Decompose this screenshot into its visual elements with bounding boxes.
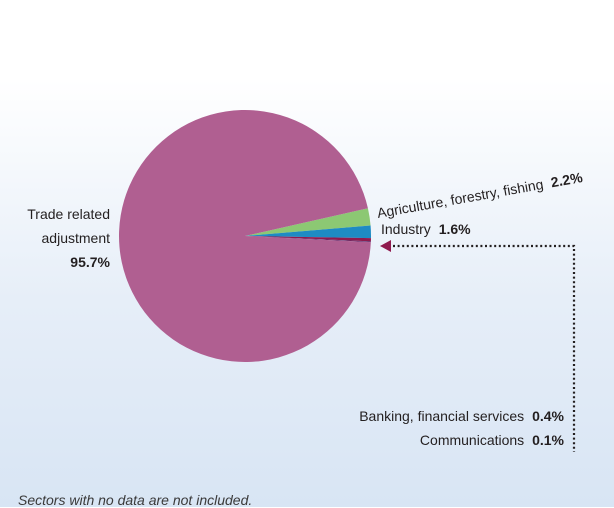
pie-slice-industry — [245, 225, 371, 239]
leader-arrowhead — [380, 240, 391, 252]
pie-slice-trade-related-adjustment — [118, 109, 371, 362]
pie-slices — [118, 109, 371, 362]
label-trade-related-adjustment: Trade related adjustment 95.7% — [27, 206, 110, 270]
label-trade-line-2: adjustment — [42, 230, 111, 246]
label-trade-line-1: Trade related — [27, 206, 110, 222]
label-industry-name: Industry — [381, 221, 431, 237]
label-agriculture-value: 2.2% — [550, 169, 585, 190]
label-communications-value: 0.1% — [532, 432, 564, 448]
label-trade-value: 95.7% — [70, 254, 110, 270]
leader-path — [393, 244, 576, 452]
label-industry-value: 1.6% — [439, 221, 471, 237]
label-agriculture: Agriculture, forestry, fishing 2.2% — [376, 169, 585, 221]
label-agriculture-name: Agriculture, forestry, fishing — [376, 176, 545, 221]
pie-slice-communications — [245, 236, 371, 243]
label-banking-name: Banking, financial services — [359, 408, 524, 424]
label-industry: Industry 1.6% — [381, 221, 471, 237]
footnote: Sectors with no data are not included. — [18, 492, 253, 508]
label-banking: Banking, financial services 0.4% — [359, 408, 564, 424]
pie-slice-banking-financial-services — [245, 236, 371, 242]
label-banking-value: 0.4% — [532, 408, 564, 424]
label-communications-name: Communications — [420, 432, 524, 448]
label-communications: Communications 0.1% — [420, 432, 565, 448]
leader-line — [380, 240, 576, 452]
pie-slice-agriculture-forestry-fishing — [245, 208, 371, 236]
